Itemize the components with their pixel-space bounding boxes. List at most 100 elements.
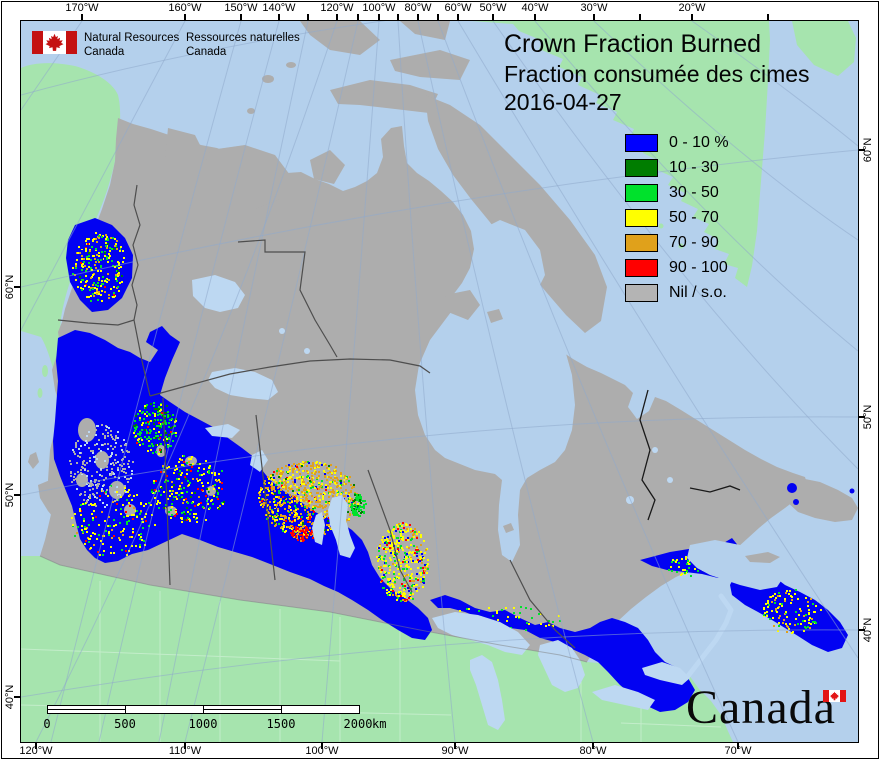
burn-speckles <box>85 240 87 242</box>
border-sk-mb <box>255 414 276 581</box>
burn-speckles <box>294 505 296 507</box>
burn-speckles <box>110 288 112 290</box>
burn-speckles <box>160 494 162 496</box>
lon-tick-top <box>278 14 280 20</box>
burn-speckles <box>496 612 498 614</box>
burn-speckles <box>146 411 148 413</box>
burn-speckles <box>94 533 96 535</box>
burn-speckles <box>116 499 118 501</box>
burn-speckles <box>423 582 425 584</box>
burn-speckles <box>80 514 82 516</box>
burn-speckles <box>778 622 780 624</box>
burn-speckles <box>113 248 115 250</box>
burn-speckles <box>174 425 176 427</box>
burn-speckles <box>294 514 296 516</box>
burn-speckles <box>273 486 275 488</box>
burn-speckles <box>803 630 805 632</box>
burn-speckles <box>84 543 86 545</box>
burn-speckles <box>84 528 86 530</box>
burn-speckles <box>197 488 199 490</box>
island <box>286 62 296 68</box>
burn-speckles <box>143 540 145 542</box>
burn-speckles <box>102 485 104 487</box>
burn-speckles <box>789 590 791 592</box>
burn-speckles <box>385 551 387 553</box>
lon-label-bottom: 120°W <box>19 745 53 757</box>
burn-speckles <box>198 467 200 469</box>
burn-speckles <box>285 465 287 467</box>
burn-speckles <box>548 620 550 622</box>
burn-speckles <box>309 527 311 529</box>
burn-speckles <box>675 561 677 563</box>
lon-tick-top <box>417 14 419 20</box>
burn-speckles <box>123 516 125 518</box>
burn-speckles <box>97 463 99 465</box>
burn-speckles <box>163 491 165 493</box>
great-slave-lake <box>208 368 278 400</box>
graticule <box>21 21 858 742</box>
burn-speckles <box>267 476 269 478</box>
burn-speckles <box>820 609 822 611</box>
burn-speckles <box>195 513 197 515</box>
burn-speckles <box>111 436 113 438</box>
burn-speckles <box>172 490 174 492</box>
burn-speckles <box>112 448 114 450</box>
burn-speckles <box>87 428 89 430</box>
burn-speckles <box>140 510 142 512</box>
burn-speckles <box>397 548 399 550</box>
island-newfoundland <box>778 478 858 522</box>
lon-label-top: 50°W <box>479 2 507 14</box>
burn-speckles <box>397 537 399 539</box>
burn-speckles <box>165 436 167 438</box>
burn-speckles <box>126 521 128 523</box>
burn-speckles <box>785 623 787 625</box>
burn-speckles <box>309 493 311 495</box>
burn-speckles <box>353 486 355 488</box>
burn-speckles <box>333 492 335 494</box>
lon-tick-top-minor <box>357 14 359 20</box>
burn-speckles <box>202 485 204 487</box>
burn-speckles <box>363 512 365 514</box>
burn-speckles <box>102 433 104 435</box>
burn-speckles <box>189 513 191 515</box>
burn-speckles <box>298 489 300 491</box>
burn-speckles <box>88 299 90 301</box>
burn-speckles <box>198 503 200 505</box>
burn-speckles <box>143 418 145 420</box>
region-greenland-east <box>792 21 856 76</box>
burn-speckles <box>85 275 87 277</box>
burn-speckles <box>174 515 176 517</box>
burn-speckles <box>304 492 306 494</box>
burn-speckles <box>784 600 786 602</box>
burn-speckles <box>91 246 93 248</box>
burn-speckles <box>350 506 352 508</box>
burn-speckles <box>141 424 143 426</box>
burn-speckles <box>89 496 91 498</box>
burn-speckles <box>396 550 398 552</box>
burn-speckles <box>70 463 72 465</box>
legend-row: Nil / s.o. <box>625 284 729 302</box>
burn-speckles <box>305 489 307 491</box>
burn-speckles <box>111 453 113 455</box>
burn-speckles <box>316 492 318 494</box>
burn-speckles <box>410 544 412 546</box>
graticule <box>21 149 858 288</box>
burn-speckles <box>314 467 316 469</box>
burn-speckles <box>147 450 149 452</box>
burn-speckles <box>312 513 314 515</box>
burn-speckles <box>157 501 159 503</box>
burn-speckles <box>150 438 152 440</box>
dept-fr-line1: Ressources naturelles <box>186 32 300 44</box>
burn-speckles <box>84 491 86 493</box>
burn-speckles <box>271 487 273 489</box>
burn-speckles <box>92 450 94 452</box>
burn-speckles <box>118 272 120 274</box>
burn-speckles <box>424 564 426 566</box>
burn-speckles <box>131 536 133 538</box>
burn-speckles <box>410 575 412 577</box>
burn-speckles <box>133 507 135 509</box>
burn-speckles <box>330 487 332 489</box>
graticule <box>50 21 242 742</box>
burn-speckles <box>84 526 86 528</box>
